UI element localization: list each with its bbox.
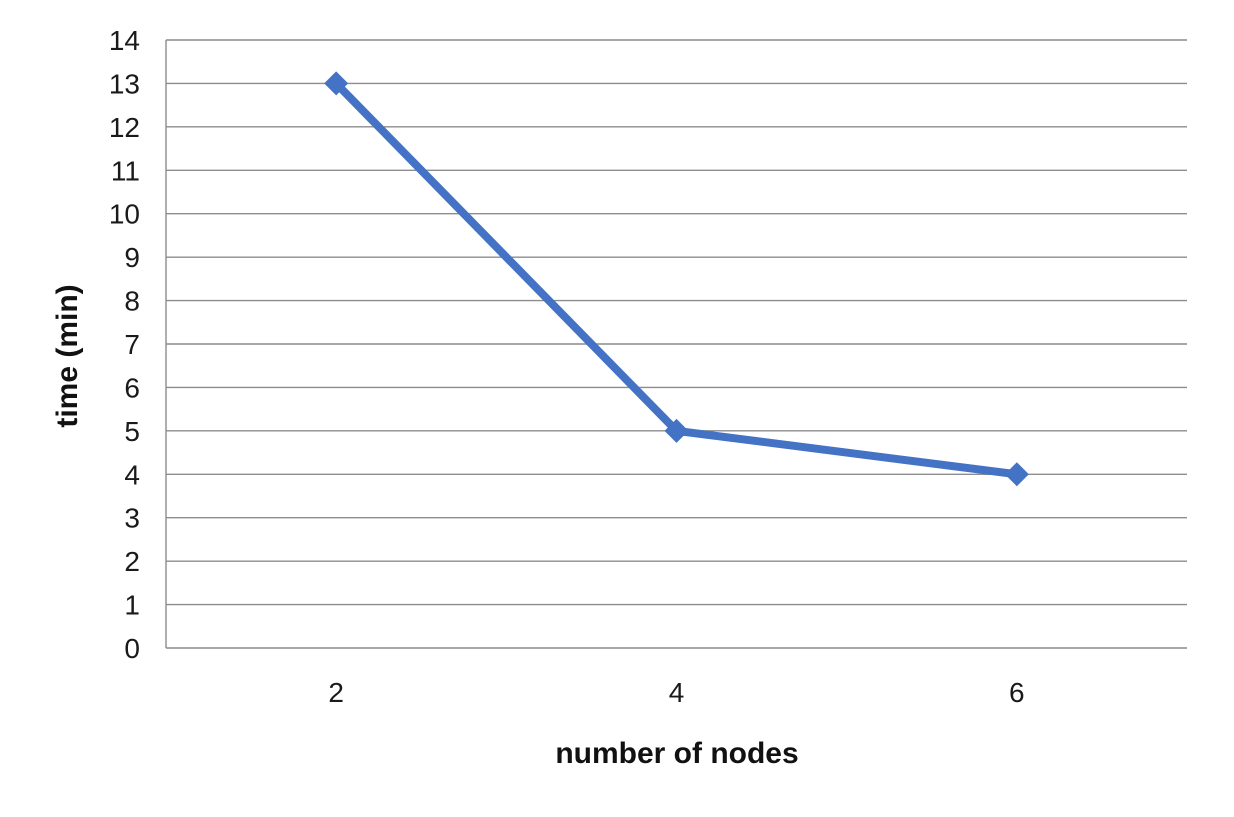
data-point-marker	[664, 418, 689, 443]
y-tick-label: 5	[124, 416, 140, 447]
y-tick-label: 10	[109, 199, 140, 230]
y-tick-label: 14	[109, 25, 140, 56]
y-tick-label: 11	[111, 155, 140, 186]
y-tick-label: 3	[124, 503, 140, 534]
y-tick-label: 6	[124, 372, 140, 403]
x-tick-label: 4	[669, 677, 685, 708]
y-tick-label: 13	[109, 68, 140, 99]
y-axis-title: time (min)	[51, 284, 84, 427]
x-tick-label: 6	[1009, 677, 1025, 708]
y-tick-label: 8	[124, 286, 140, 317]
series-line	[332, 79, 1021, 479]
x-axis-ticks: 2 4 6	[328, 677, 1024, 708]
y-tick-label: 2	[124, 546, 140, 577]
y-tick-label: 12	[109, 112, 140, 143]
data-point-marker	[324, 71, 349, 96]
y-tick-label: 0	[124, 633, 140, 664]
data-point-marker	[1004, 462, 1029, 487]
x-tick-label: 2	[328, 677, 344, 708]
y-tick-label: 4	[124, 459, 140, 490]
series-group	[324, 71, 1029, 487]
gridlines	[165, 39, 1187, 649]
x-axis-title: number of nodes	[555, 737, 798, 770]
y-tick-label: 9	[124, 242, 140, 273]
y-tick-label: 1	[124, 590, 140, 621]
y-tick-label: 7	[124, 329, 140, 360]
